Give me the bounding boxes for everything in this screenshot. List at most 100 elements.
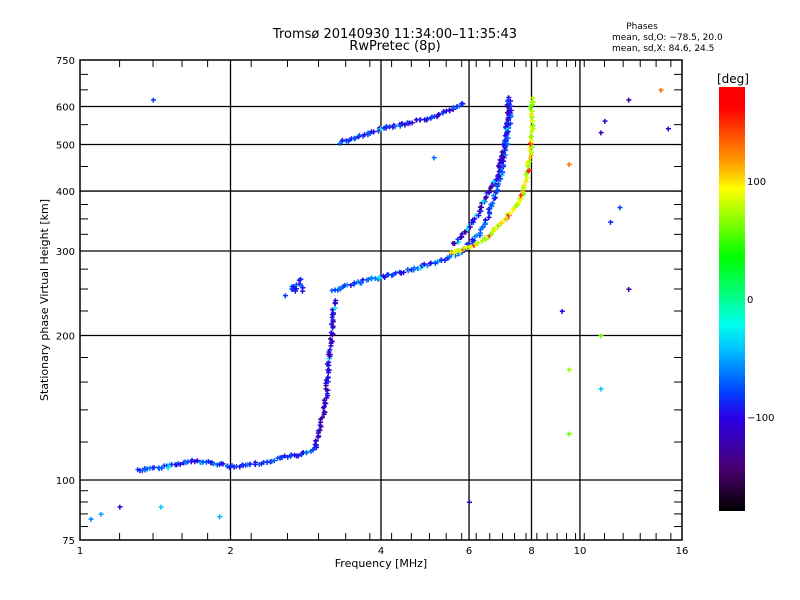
data-point bbox=[200, 459, 206, 465]
data-point bbox=[259, 461, 265, 467]
data-point bbox=[494, 177, 500, 183]
data-point bbox=[174, 462, 180, 468]
data-point bbox=[265, 459, 271, 465]
data-point bbox=[204, 459, 210, 465]
data-point bbox=[498, 158, 504, 164]
data-point bbox=[333, 298, 339, 304]
data-point bbox=[298, 283, 304, 289]
data-point bbox=[438, 257, 444, 263]
data-point bbox=[530, 123, 536, 129]
data-point bbox=[441, 108, 447, 114]
data-point bbox=[473, 241, 479, 247]
data-point bbox=[211, 461, 217, 467]
data-point bbox=[271, 458, 277, 464]
data-point bbox=[317, 428, 323, 434]
x-tick-label: 16 bbox=[676, 546, 689, 557]
data-point bbox=[452, 249, 458, 255]
data-point bbox=[332, 305, 338, 311]
plot-frame bbox=[79, 59, 683, 541]
data-point bbox=[189, 457, 195, 463]
data-point bbox=[504, 122, 510, 128]
data-point bbox=[527, 155, 533, 161]
data-point bbox=[496, 172, 502, 178]
data-point bbox=[505, 141, 511, 147]
data-point bbox=[495, 187, 501, 193]
data-point bbox=[342, 282, 348, 288]
data-point bbox=[566, 431, 572, 437]
data-point bbox=[502, 138, 508, 144]
data-point bbox=[524, 175, 530, 181]
data-point bbox=[487, 233, 493, 239]
data-point bbox=[391, 272, 397, 278]
data-point bbox=[425, 116, 431, 122]
data-point bbox=[493, 190, 499, 196]
data-point bbox=[506, 107, 512, 113]
data-point bbox=[500, 154, 506, 160]
colorbar-tick-label: 100 bbox=[747, 177, 766, 188]
data-point bbox=[617, 205, 623, 211]
data-point bbox=[296, 277, 302, 283]
data-point bbox=[165, 465, 171, 471]
data-point bbox=[499, 220, 505, 226]
data-point bbox=[480, 238, 486, 244]
chart-title: Tromsø 20140930 11:34:00–11:35:43 bbox=[272, 27, 517, 42]
stats-line-x: mean, sd,X: 84.6, 24.5 bbox=[612, 44, 714, 54]
data-point bbox=[472, 234, 478, 240]
data-point bbox=[665, 126, 671, 132]
data-point bbox=[513, 204, 519, 210]
data-point bbox=[341, 283, 347, 289]
data-point bbox=[506, 95, 512, 101]
data-point bbox=[497, 168, 503, 174]
data-point bbox=[463, 229, 469, 235]
data-point bbox=[323, 380, 329, 386]
colorbar bbox=[719, 87, 745, 511]
data-point bbox=[324, 391, 330, 397]
data-point bbox=[487, 206, 493, 212]
data-point bbox=[502, 152, 508, 158]
data-point bbox=[140, 468, 146, 474]
data-point bbox=[322, 409, 328, 415]
data-point bbox=[486, 215, 492, 221]
data-point bbox=[520, 189, 526, 195]
data-point bbox=[183, 460, 189, 466]
data-point bbox=[329, 338, 335, 344]
data-point bbox=[181, 460, 187, 466]
data-point bbox=[151, 97, 157, 103]
data-point bbox=[399, 121, 405, 127]
data-point bbox=[296, 453, 302, 459]
data-point bbox=[329, 322, 335, 328]
data-point bbox=[428, 260, 434, 266]
data-point bbox=[442, 258, 448, 264]
chart-subtitle: RwPretec (8p) bbox=[349, 39, 440, 54]
data-point bbox=[88, 516, 94, 522]
data-point bbox=[362, 132, 368, 138]
data-point bbox=[472, 216, 478, 222]
data-point bbox=[308, 448, 314, 454]
data-point bbox=[480, 224, 486, 230]
data-point bbox=[206, 458, 212, 464]
data-point bbox=[444, 108, 450, 114]
data-point bbox=[491, 196, 497, 202]
data-point bbox=[501, 150, 507, 156]
data-point bbox=[471, 242, 477, 248]
data-point bbox=[304, 450, 310, 456]
data-point bbox=[505, 135, 511, 141]
data-point bbox=[452, 241, 458, 247]
data-point bbox=[327, 336, 333, 342]
data-point bbox=[499, 149, 505, 155]
data-point bbox=[529, 129, 535, 135]
data-point bbox=[566, 162, 572, 168]
data-point bbox=[508, 121, 514, 127]
data-point bbox=[471, 238, 477, 244]
data-point bbox=[459, 231, 465, 237]
data-point bbox=[348, 282, 354, 288]
data-point bbox=[521, 191, 527, 197]
data-point bbox=[504, 102, 510, 108]
data-point bbox=[339, 285, 345, 291]
data-point bbox=[480, 199, 486, 205]
data-point bbox=[192, 459, 198, 465]
data-point bbox=[225, 463, 231, 469]
data-point bbox=[237, 464, 243, 470]
data-point bbox=[491, 178, 497, 184]
data-point bbox=[527, 148, 533, 154]
